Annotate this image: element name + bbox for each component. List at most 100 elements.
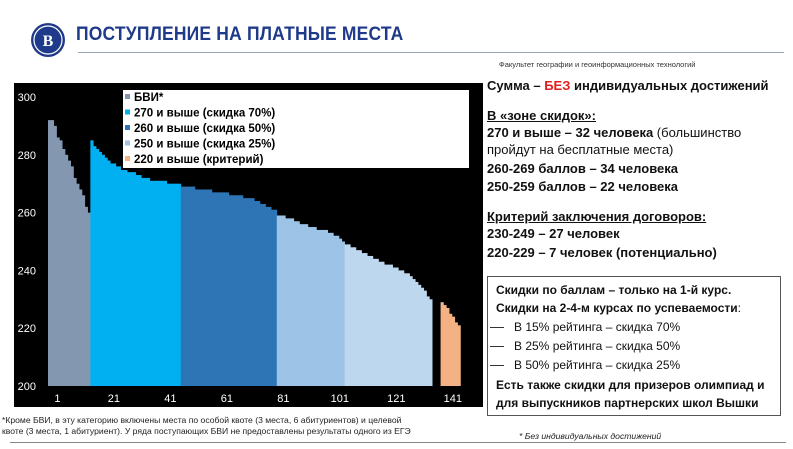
bar [305, 224, 309, 386]
bar [127, 172, 131, 386]
bar [344, 244, 348, 386]
bar [237, 195, 241, 386]
zone-line-1-bold: 270 и выше – 32 человека [487, 125, 654, 140]
bar [327, 232, 331, 386]
dash-icon [490, 365, 504, 367]
footnote-left: *Кроме БВИ, в эту категорию включены мес… [2, 415, 482, 437]
bar [84, 206, 88, 386]
bar [231, 195, 235, 386]
bar [203, 189, 207, 386]
bar [96, 149, 100, 386]
discount-item: В 25% рейтинга – скидка 50% [490, 339, 680, 354]
bar [338, 238, 343, 386]
legend-label: БВИ* [134, 92, 164, 104]
bar [175, 183, 179, 386]
criteria-line-2: 220-229 – 7 человек (потенциально) [487, 245, 717, 260]
bar [381, 261, 385, 386]
bar [276, 215, 280, 386]
bar [76, 183, 80, 386]
bar [449, 313, 453, 386]
bar [310, 227, 314, 386]
sum-prefix: Сумма – [487, 78, 545, 93]
legend-label: 250 и выше (скидка 25%) [134, 139, 275, 151]
bar [417, 284, 422, 386]
bar [285, 218, 289, 386]
bar [259, 203, 264, 386]
bar [372, 258, 377, 386]
bar [290, 218, 295, 386]
bar [412, 279, 416, 386]
bar [313, 227, 317, 386]
y-axis: 200 220 240 260 280 300 [18, 92, 36, 393]
bar [406, 273, 410, 386]
bar [429, 299, 433, 386]
legend-swatch [125, 94, 130, 99]
bar [163, 180, 168, 386]
bar [395, 267, 399, 386]
bar [129, 172, 134, 386]
bar [248, 198, 252, 386]
bar [423, 290, 427, 386]
discount-item-text: В 15% рейтинга – скидка 70% [514, 320, 681, 334]
bar [454, 322, 458, 386]
bar [135, 175, 139, 386]
bar [457, 325, 461, 386]
bar [90, 140, 94, 386]
bottom-divider [10, 442, 786, 443]
bar [87, 212, 91, 386]
zone-heading: В «зоне скидок»: [487, 108, 596, 123]
legend-label: 270 и выше (скидка 70%) [134, 108, 275, 120]
criteria-heading: Критерий заключения договоров: [487, 209, 707, 224]
bar [101, 154, 105, 386]
bar [208, 189, 213, 386]
discount-item: В 15% рейтинга – скидка 70% [490, 320, 680, 335]
bar [378, 261, 382, 386]
y-tick-label: 200 [18, 381, 36, 393]
bar [299, 224, 303, 386]
bar [369, 255, 374, 386]
bar [316, 229, 320, 386]
bar [144, 177, 148, 386]
bar [50, 120, 55, 386]
bar [358, 250, 362, 386]
legend-swatch [125, 156, 130, 161]
bar [149, 180, 153, 386]
bar [401, 270, 405, 386]
legend-swatch [125, 140, 130, 146]
discount-item-text: В 50% рейтинга – скидка 25% [514, 358, 681, 372]
bar [158, 180, 162, 386]
bar [62, 149, 66, 386]
zone-line-3: 260-269 баллов – 34 человека [487, 161, 678, 176]
bar [132, 172, 136, 386]
bar [223, 192, 227, 386]
bar [333, 235, 337, 386]
zone-line-4: 250-259 баллов – 22 человека [487, 179, 678, 194]
bar [98, 151, 103, 386]
footnote-left-line-1: *Кроме БВИ, в эту категорию включены мес… [2, 415, 402, 425]
bar [197, 189, 201, 386]
bar [330, 232, 334, 386]
x-tick-label: 61 [221, 393, 233, 405]
bar [265, 206, 269, 386]
bar [104, 157, 108, 386]
discount-line-2-colon: : [737, 301, 741, 315]
bar [112, 163, 117, 386]
bar [67, 160, 71, 386]
bar [183, 186, 187, 386]
bar [186, 186, 190, 386]
bar [121, 169, 125, 386]
bar [341, 241, 345, 386]
bar [48, 120, 52, 386]
bar [353, 247, 357, 386]
bars-group [48, 120, 461, 387]
criteria-line-1: 230-249 – 27 человек [487, 226, 620, 241]
sum-note: Сумма – БЕЗ индивидуальных достижений [487, 78, 769, 94]
bar [319, 229, 323, 386]
bar [440, 302, 444, 386]
legend-swatch [125, 109, 130, 115]
bar [409, 276, 413, 386]
bar [307, 227, 312, 386]
bar [217, 192, 221, 386]
hse-logo: В [31, 23, 65, 57]
legend: БВИ* 270 и выше (скидка 70%) 260 и выше (с… [121, 88, 471, 170]
